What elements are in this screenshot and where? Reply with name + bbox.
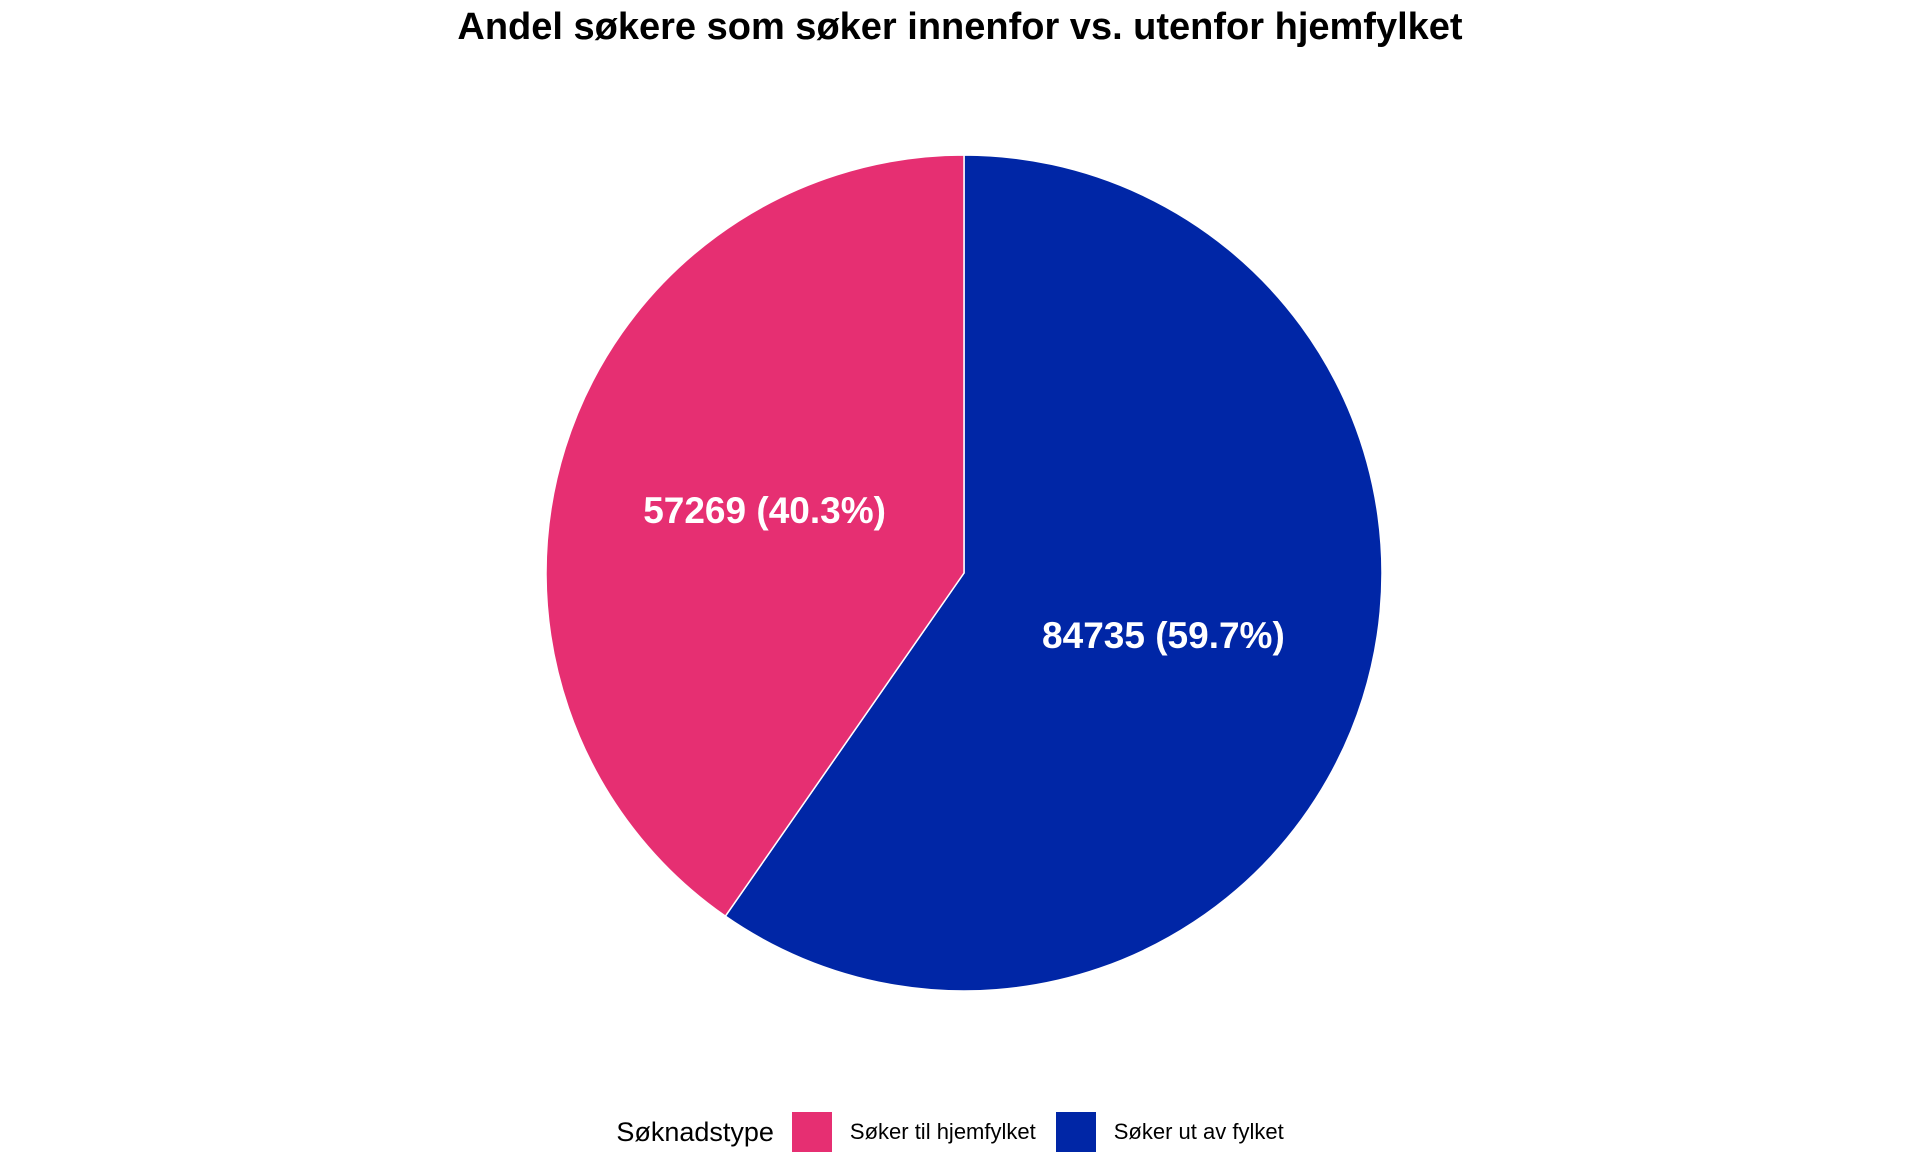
legend-swatch-1 — [1055, 1112, 1096, 1152]
legend-swatch-0 — [791, 1112, 832, 1152]
legend-label-1: Søker ut av fylket — [1113, 1119, 1284, 1144]
legend-title: Søknadstype — [616, 1116, 774, 1147]
legend-label-0: Søker til hjemfylket — [849, 1119, 1036, 1144]
pie-slices — [545, 154, 1383, 992]
slice-label-1: 57269 (40.3%) — [643, 490, 886, 531]
pie-chart: 84735 (59.7%) 57269 (40.3%) — [545, 154, 1383, 992]
pie-slice-0 — [724, 154, 1383, 992]
legend-item-1: Søker ut av fylket — [1055, 1112, 1284, 1152]
pie-slice-1 — [545, 154, 965, 918]
legend: Søknadstype Søker til hjemfylket Søker u… — [0, 1112, 1920, 1152]
legend-item-0: Søker til hjemfylket — [791, 1112, 1036, 1152]
slice-label-0: 84735 (59.7%) — [1042, 615, 1285, 656]
chart-title: Andel søkere som søker innenfor vs. uten… — [457, 6, 1463, 48]
pie-labels: 84735 (59.7%) 57269 (40.3%) — [643, 490, 1285, 656]
